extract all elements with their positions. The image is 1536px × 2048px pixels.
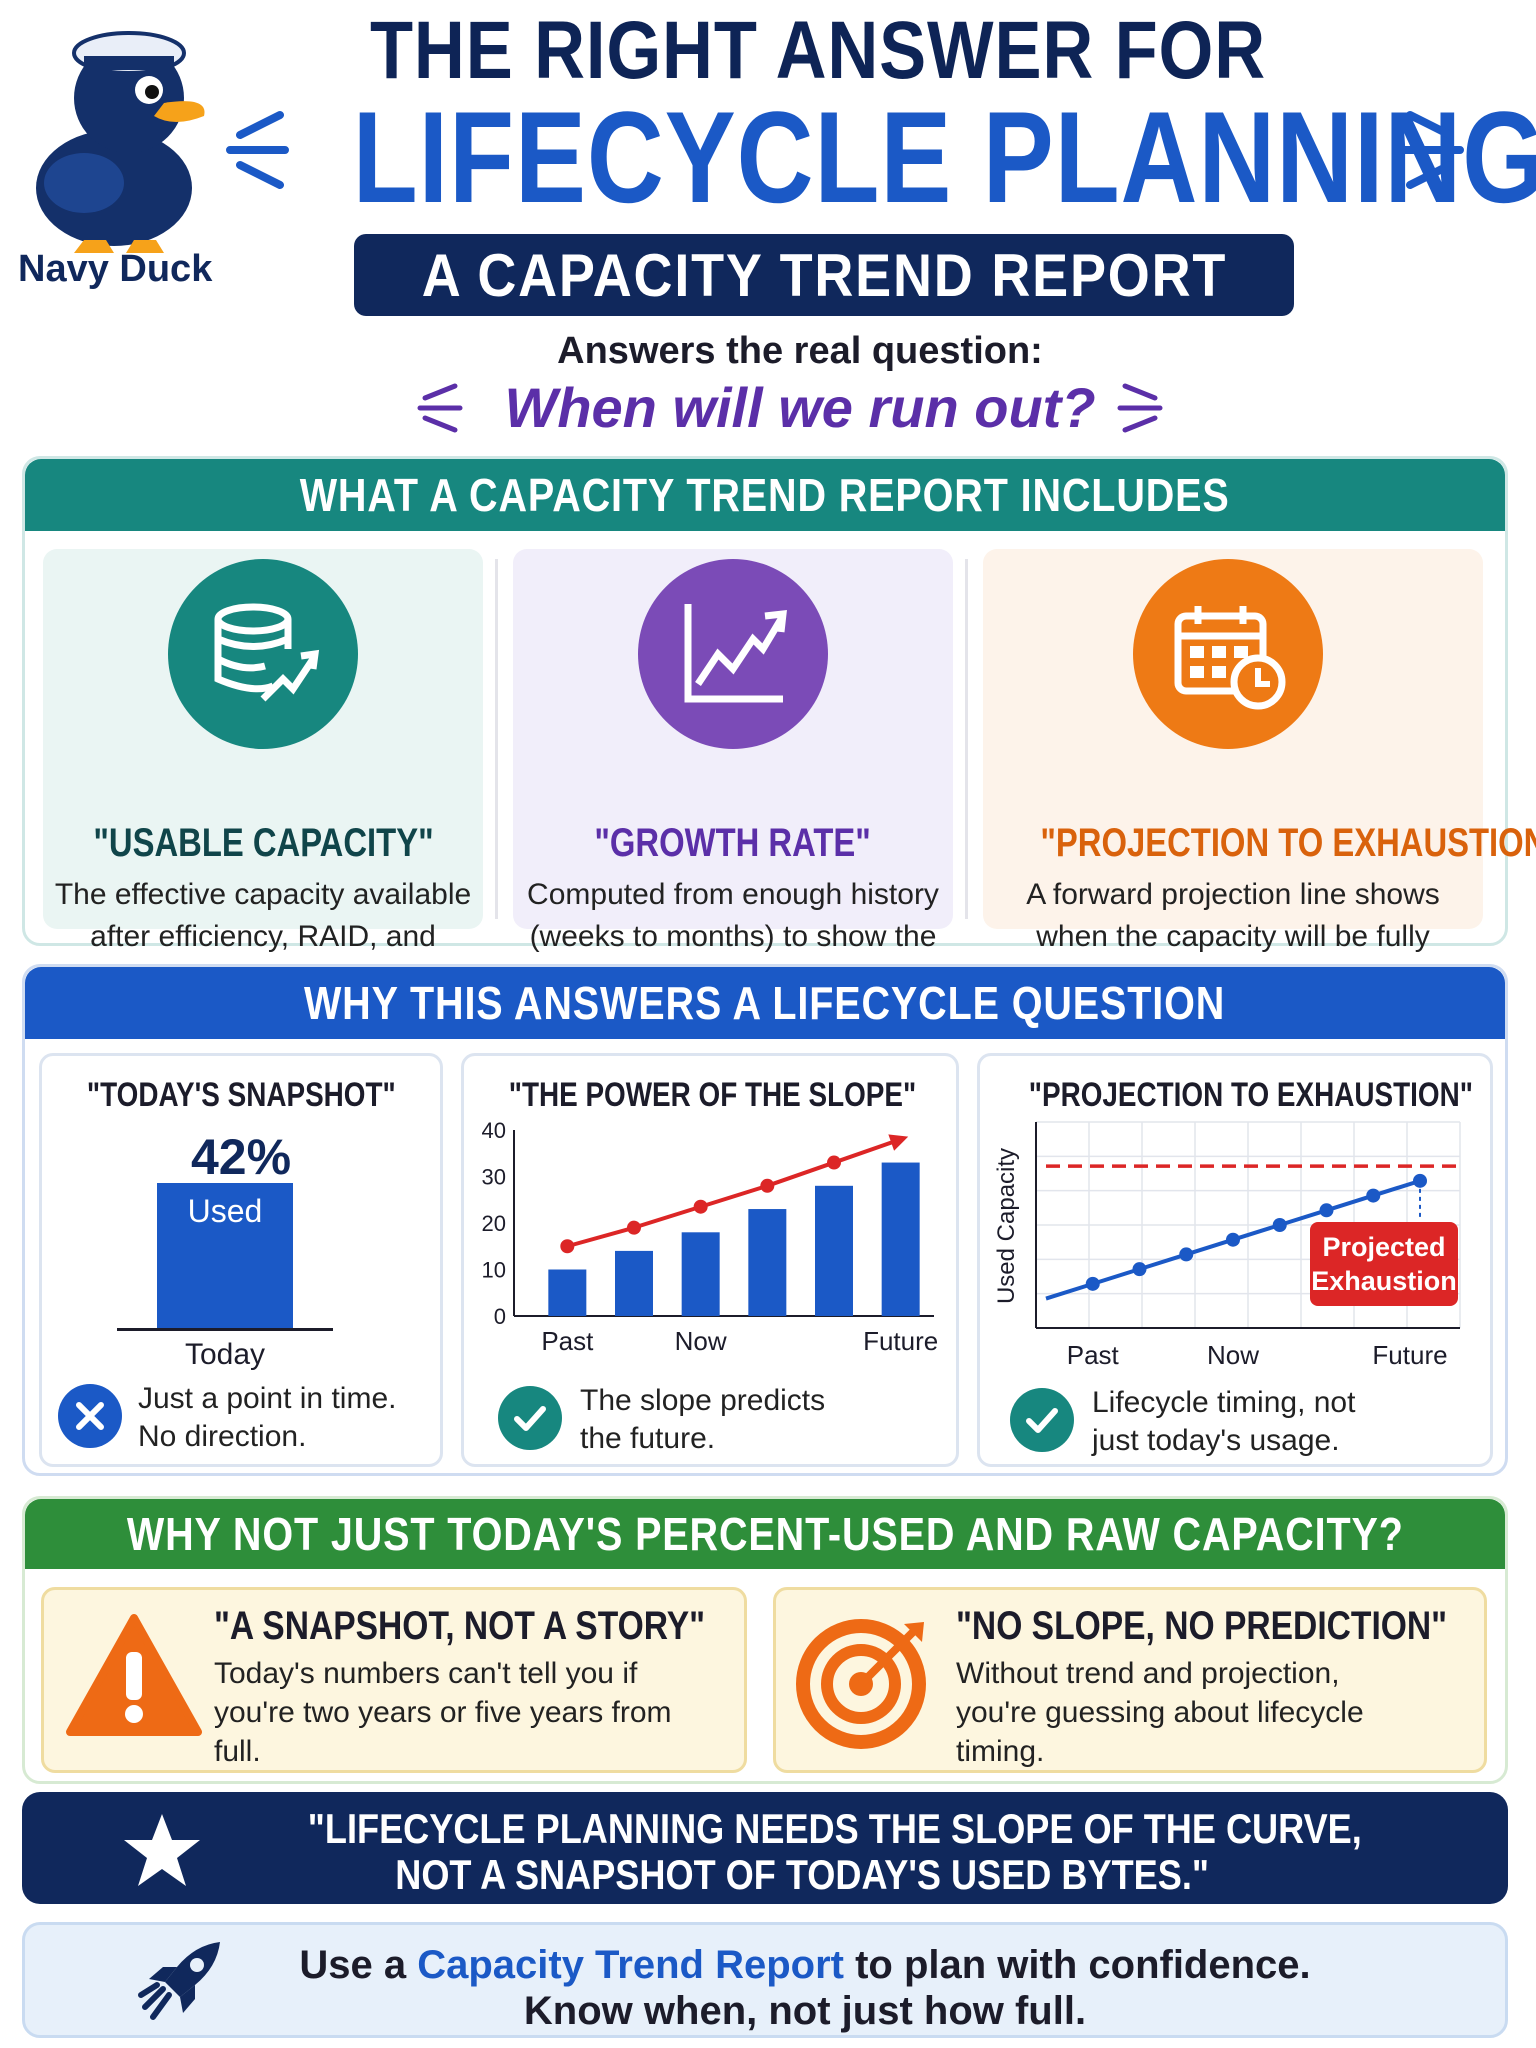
y-tick-label: 0 [494, 1304, 506, 1329]
slope-card: "THE POWER OF THE SLOPE" 0 10 20 30 40 Past No… [461, 1053, 959, 1467]
target-icon [796, 1619, 926, 1749]
projection-chart: Used Capacity Past Now Future [993, 1121, 1461, 1366]
y-axis-label: Used Capacity [993, 1148, 1020, 1304]
warning-icon [66, 1614, 202, 1736]
database-growth-icon [168, 559, 358, 749]
x-tick-label: Now [675, 1326, 727, 1356]
calendar-clock-icon [1133, 559, 1323, 749]
snapshot-not-story-desc: Today's numbers can't tell you if you're… [214, 1657, 672, 1768]
title-line-1: THE RIGHT ANSWER FOR [370, 5, 1267, 96]
x-tick-label: Past [1067, 1340, 1120, 1366]
bar [815, 1185, 853, 1316]
question-burst-left-icon [417, 383, 463, 433]
x-circle-icon [58, 1384, 122, 1448]
quote-text: "LIFECYCLE PLANNING NEEDS THE SLOPE OF T… [307, 1805, 1362, 1898]
projection-point [1132, 1262, 1147, 1277]
snapshot-bar: Used [157, 1183, 293, 1328]
trend-line [566, 1137, 902, 1249]
projected-exhaustion-callout: Projected Exhaustion [1310, 1222, 1458, 1306]
star-icon [124, 1814, 200, 1886]
slope-title: "THE POWER OF THE SLOPE" [508, 1076, 917, 1114]
bar [548, 1269, 587, 1316]
snapshot-card: "TODAY'S SNAPSHOT" 42% Used Today Just a… [39, 1053, 443, 1467]
bar [748, 1209, 787, 1316]
snapshot-foot: Just a point in time. No direction. [138, 1382, 397, 1453]
slope-foot: The slope predicts the future. [580, 1384, 826, 1455]
projection-point [1319, 1203, 1334, 1218]
trend-line-icon [638, 559, 828, 749]
snapshot-not-story-title: "A SNAPSHOT, NOT A STORY" [214, 1604, 706, 1648]
projection-chart-title: "PROJECTION TO EXHAUSTION" [1028, 1076, 1473, 1114]
subtitle-text: A CAPACITY TREND REPORT [421, 241, 1227, 309]
projection-title: "PROJECTION TO EXHAUSTION" [1040, 821, 1536, 865]
cta-line-1: Use a Capacity Trend Report to plan with… [299, 1943, 1311, 1987]
no-slope-desc: Without trend and projection, you're gue… [956, 1657, 1364, 1768]
includes-section: WHAT A CAPACITY TREND REPORT INCLUDES "U… [22, 456, 1536, 995]
bar [881, 1162, 920, 1316]
snapshot-title: "TODAY'S SNAPSHOT" [86, 1076, 396, 1114]
trend-arrowhead [888, 1134, 909, 1151]
check-circle-icon [1010, 1388, 1074, 1452]
why-section: WHY THIS ANSWERS A LIFECYCLE QUESTION "T… [22, 964, 1508, 1476]
bar [681, 1232, 720, 1316]
projection-point [1366, 1188, 1381, 1203]
growth-rate-title: "GROWTH RATE" [594, 821, 872, 865]
quote-banner: "LIFECYCLE PLANNING NEEDS THE SLOPE OF T… [22, 1792, 1508, 1904]
divider [965, 559, 968, 919]
trend-point [627, 1220, 641, 1235]
x-tick-label: Future [863, 1326, 938, 1356]
why-not-section: WHY NOT JUST TODAY'S PERCENT-USED AND RA… [22, 1496, 1508, 1784]
title-line-2: LIFECYCLE PLANNING [352, 84, 1536, 230]
y-tick-label: 10 [482, 1258, 506, 1283]
why-heading: WHY THIS ANSWERS A LIFECYCLE QUESTION [25, 967, 1505, 1039]
cta-highlight: Capacity Trend Report [417, 1943, 844, 1987]
snapshot-not-story-card: "A SNAPSHOT, NOT A STORY" Today's number… [41, 1587, 747, 1773]
cta-line-2: Know when, not just how full. [523, 1989, 1087, 2033]
question-burst-right-icon [1117, 383, 1163, 433]
key-question: When will we run out? [504, 376, 1096, 439]
snapshot-value: 42% [190, 1129, 292, 1185]
y-tick-label: 30 [482, 1165, 506, 1190]
trend-point [827, 1155, 841, 1170]
divider [495, 559, 498, 919]
projection-foot: Lifecycle timing, not just today's usage… [1092, 1386, 1356, 1457]
cta-banner: Use a Capacity Trend Report to plan with… [22, 1922, 1508, 2038]
x-tick-label: Now [1207, 1340, 1259, 1366]
trend-point [693, 1199, 708, 1214]
trend-point [560, 1239, 575, 1254]
usable-capacity-title: "USABLE CAPACITY" [92, 821, 434, 865]
no-slope-card: "NO SLOPE, NO PREDICTION" Without trend … [773, 1587, 1487, 1773]
growth-rate-card: "GROWTH RATE" Computed from enough histo… [513, 549, 953, 995]
projection-chart-card: "PROJECTION TO EXHAUSTION" Used Capacity… [977, 1053, 1493, 1467]
snapshot-bar-label: Used [187, 1193, 263, 1229]
subtitle-banner: A CAPACITY TREND REPORT [354, 234, 1294, 316]
bar [615, 1250, 653, 1316]
usable-capacity-card: "USABLE CAPACITY" The effective capacity… [43, 549, 483, 995]
no-slope-title: "NO SLOPE, NO PREDICTION" [956, 1604, 1448, 1648]
why-not-heading: WHY NOT JUST TODAY'S PERCENT-USED AND RA… [25, 1499, 1505, 1569]
burst-right-icon [1401, 111, 1464, 189]
includes-heading: WHAT A CAPACITY TREND REPORT INCLUDES [25, 459, 1505, 531]
projection-point [1179, 1247, 1194, 1262]
projection-point [1272, 1218, 1287, 1232]
mascot-name: Navy Duck [18, 248, 213, 290]
slope-chart: 0 10 20 30 40 Past Now Future [482, 1118, 939, 1356]
x-tick-label: Past [541, 1326, 594, 1356]
x-tick-label: Future [1372, 1340, 1447, 1366]
check-circle-icon [498, 1386, 562, 1450]
y-tick-label: 40 [482, 1118, 506, 1143]
answers-label: Answers the real question: [557, 330, 1043, 372]
projection-point [1085, 1276, 1100, 1291]
trend-point [760, 1178, 775, 1193]
burst-left-icon [226, 111, 289, 189]
rocket-icon [138, 1942, 220, 2020]
y-tick-label: 20 [482, 1211, 506, 1236]
projection-point [1226, 1232, 1240, 1247]
snapshot-baseline [117, 1328, 333, 1331]
navy-duck-mascot-icon [36, 31, 205, 253]
snapshot-axis-label: Today [184, 1338, 266, 1371]
projection-card: "PROJECTION TO EXHAUSTION" A forward pro… [983, 549, 1536, 995]
